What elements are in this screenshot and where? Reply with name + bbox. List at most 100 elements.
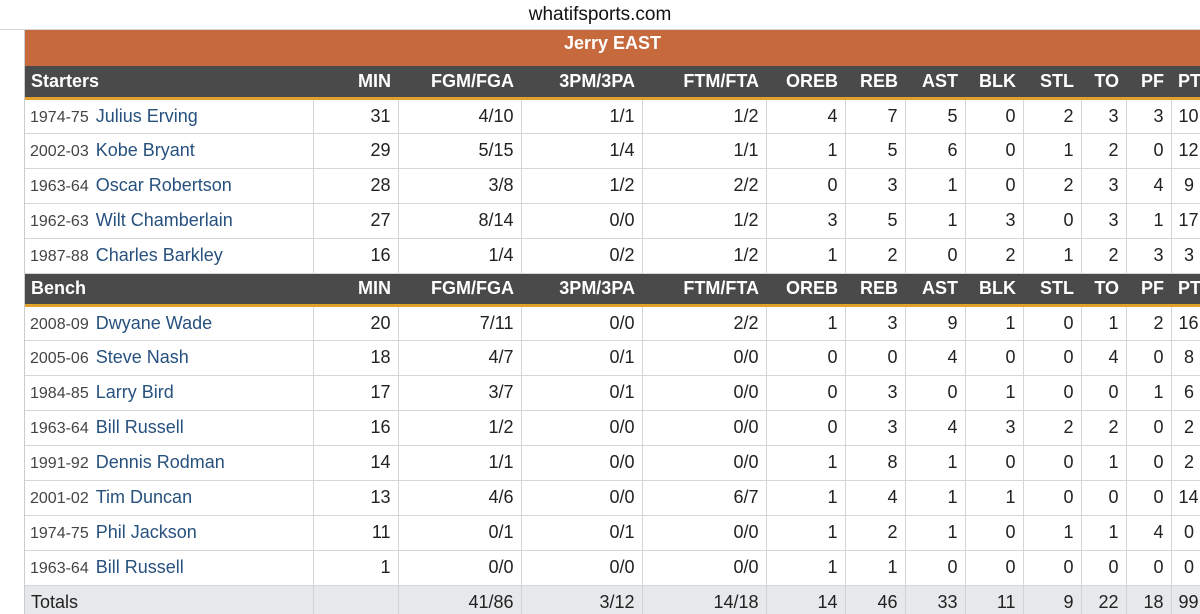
stat-stl: 0 [1023, 480, 1082, 516]
player-row: 1962-63 Wilt Chamberlain 27 8/14 0/0 1/2 3 5 1 3 0… [25, 203, 1200, 239]
stat-oreb: 0 [766, 168, 846, 204]
player-name-link[interactable]: Dwyane Wade [95, 312, 213, 333]
stat-ftm-fta: 1/2 [642, 203, 767, 239]
stat-stl: 0 [1023, 550, 1082, 586]
player-season: 1974-75 [30, 108, 89, 126]
stat-stl: 0 [1023, 375, 1082, 411]
stat-reb: 2 [845, 238, 906, 274]
player-cell: 1963-64 Bill Russell [25, 410, 314, 446]
player-name-link[interactable]: Larry Bird [95, 382, 174, 402]
stat-to: 3 [1081, 98, 1127, 134]
player-season: 1991-92 [30, 455, 89, 472]
player-name-link[interactable]: Charles Barkley [95, 245, 223, 265]
stat-stl: 1 [1023, 515, 1082, 551]
column-header-pts: PTS [1171, 66, 1200, 100]
column-header-to: TO [1081, 273, 1126, 307]
stat-3pm-3pa: 1/2 [521, 168, 643, 204]
player-row: 1963-64 Oscar Robertson 28 3/8 1/2 2/2 0 3 1 0 2 3 4… [25, 168, 1200, 204]
column-header-stl: STL [1023, 273, 1081, 307]
player-name-link[interactable]: Steve Nash [95, 347, 189, 367]
stat-min: 17 [313, 375, 399, 411]
player-cell: 1984-85 Larry Bird [25, 375, 314, 411]
stat-stl: 0 [1023, 203, 1082, 239]
player-name-link[interactable]: Kobe Bryant [95, 140, 195, 160]
stat-pts: 12 [1171, 133, 1200, 169]
stat-3pm-3pa: 0/0 [521, 550, 643, 586]
stat-blk: 1 [965, 305, 1024, 341]
player-row: 1987-88 Charles Barkley 16 1/4 0/2 1/2 1 2 0 2 1 2 3… [25, 238, 1200, 274]
stat-oreb: 1 [766, 550, 846, 586]
stat-reb: 5 [845, 133, 906, 169]
stat-oreb: 1 [766, 445, 846, 481]
stat-pf: 1 [1126, 375, 1172, 411]
stat-min: 20 [313, 305, 399, 341]
stat-blk: 0 [965, 340, 1024, 376]
player-name-link[interactable]: Bill Russell [95, 557, 184, 577]
total-fgm-fga: 41/86 [398, 585, 522, 614]
stat-ast: 1 [905, 445, 966, 481]
stat-ftm-fta: 0/0 [642, 550, 767, 586]
stat-pts: 3 [1171, 238, 1200, 274]
stat-fgm-fga: 5/15 [398, 133, 522, 169]
player-name-link[interactable]: Bill Russell [95, 417, 184, 437]
stat-min: 11 [313, 515, 399, 551]
stat-stl: 0 [1023, 340, 1082, 376]
stat-fgm-fga: 3/7 [398, 375, 522, 411]
totals-row: Totals 41/86 3/12 14/18 14 46 33 11 9 22 18 99 [25, 585, 1200, 614]
column-header-oreb: OREB [766, 273, 845, 307]
stat-pf: 3 [1126, 238, 1172, 274]
stat-ftm-fta: 1/2 [642, 98, 767, 134]
stat-fgm-fga: 8/14 [398, 203, 522, 239]
column-header-min: MIN [313, 273, 398, 307]
stat-oreb: 1 [766, 238, 846, 274]
stat-to: 3 [1081, 168, 1127, 204]
stat-fgm-fga: 1/1 [398, 445, 522, 481]
stat-blk: 3 [965, 410, 1024, 446]
site-title-bar: whatifsports.com [0, 0, 1200, 30]
stat-3pm-3pa: 0/0 [521, 305, 643, 341]
stat-pf: 4 [1126, 168, 1172, 204]
player-cell: 1963-64 Oscar Robertson [25, 168, 314, 204]
stat-to: 2 [1081, 238, 1127, 274]
player-name-link[interactable]: Wilt Chamberlain [95, 210, 233, 230]
player-cell: 2008-09 Dwyane Wade [25, 305, 314, 341]
stat-pf: 4 [1126, 515, 1172, 551]
player-name-link[interactable]: Tim Duncan [95, 487, 193, 507]
player-cell: 1991-92 Dennis Rodman [25, 445, 314, 481]
player-row: 2005-06 Steve Nash 18 4/7 0/1 0/0 0 0 4 0 0 4 0 8 [25, 340, 1200, 376]
stat-reb: 3 [845, 305, 906, 341]
player-row: 1963-64 Bill Russell 16 1/2 0/0 0/0 0 3 4 3 2 2 0 2 [25, 410, 1200, 446]
column-header-reb: REB [845, 273, 905, 307]
stat-stl: 1 [1023, 238, 1082, 274]
player-name-link[interactable]: Oscar Robertson [95, 175, 232, 195]
stat-stl: 0 [1023, 445, 1082, 481]
stat-fgm-fga: 3/8 [398, 168, 522, 204]
player-name-link[interactable]: Phil Jackson [95, 522, 197, 542]
player-season: 1963-64 [30, 420, 89, 437]
stat-3pm-3pa: 0/1 [521, 375, 643, 411]
stat-ftm-fta: 1/2 [642, 238, 767, 274]
stat-ftm-fta: 0/0 [642, 515, 767, 551]
stat-pf: 2 [1126, 305, 1172, 341]
stat-ast: 6 [905, 133, 966, 169]
player-row: 1963-64 Bill Russell 1 0/0 0/0 0/0 1 1 0 0 0 0 0 0 [25, 550, 1200, 586]
player-season: 2008-09 [30, 315, 89, 333]
stat-pf: 0 [1126, 410, 1172, 446]
stat-pts: 16 [1171, 305, 1200, 341]
column-header-reb: REB [845, 66, 905, 100]
stat-reb: 3 [845, 410, 906, 446]
stat-pf: 0 [1126, 480, 1172, 516]
total-reb: 46 [845, 585, 906, 614]
player-name-link[interactable]: Julius Erving [95, 105, 198, 126]
column-header-pts: PTS [1171, 273, 1200, 307]
stat-blk: 0 [965, 515, 1024, 551]
stat-ast: 0 [905, 238, 966, 274]
stat-oreb: 1 [766, 515, 846, 551]
player-name-link[interactable]: Dennis Rodman [95, 452, 225, 472]
total-pf: 18 [1126, 585, 1172, 614]
stat-blk: 0 [965, 133, 1024, 169]
stat-ast: 5 [905, 98, 966, 134]
stat-pts: 2 [1171, 445, 1200, 481]
stat-oreb: 1 [766, 480, 846, 516]
stat-min: 28 [313, 168, 399, 204]
